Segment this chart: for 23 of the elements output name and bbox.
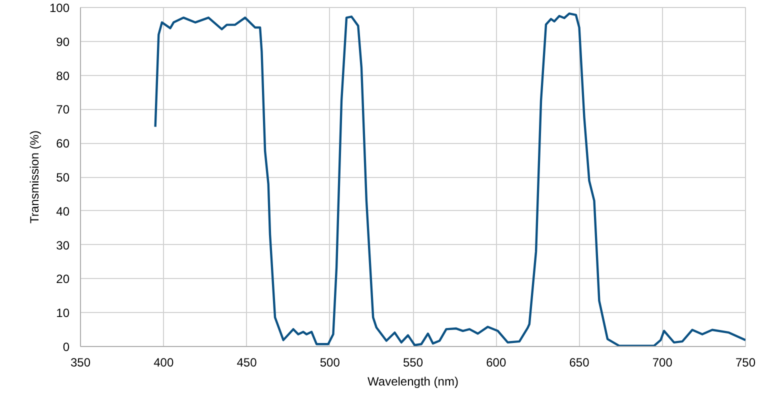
- line-series: [154, 12, 746, 346]
- y-tick-label: 10: [56, 306, 70, 320]
- y-tick-label: 60: [56, 136, 70, 151]
- y-tick-label: 20: [56, 272, 70, 286]
- x-tick-label: 450: [236, 356, 258, 370]
- y-tick-label: 50: [56, 170, 70, 184]
- y-tick-label: 40: [56, 204, 70, 218]
- x-tick-label: 650: [569, 356, 590, 370]
- x-tick-label: 600: [486, 356, 506, 370]
- x-axis-title: Wavelength (nm): [368, 374, 458, 388]
- y-tick-label: 30: [56, 238, 70, 252]
- x-tick-label: 750: [735, 356, 756, 370]
- y-tick-label: 80: [56, 68, 70, 83]
- x-tick-label: 350: [70, 356, 91, 370]
- x-tick-label: 550: [402, 356, 424, 370]
- y-tick-label: 100: [49, 1, 70, 15]
- y-tick-label: 0: [62, 340, 70, 354]
- y-tick-label: 70: [56, 102, 70, 117]
- x-tick-label: 700: [652, 356, 673, 370]
- x-tick-label: 400: [154, 356, 174, 370]
- y-tick-label: 90: [56, 34, 70, 49]
- y-axis-title: Transmission (%): [27, 130, 42, 224]
- x-tick-label: 500: [320, 356, 340, 370]
